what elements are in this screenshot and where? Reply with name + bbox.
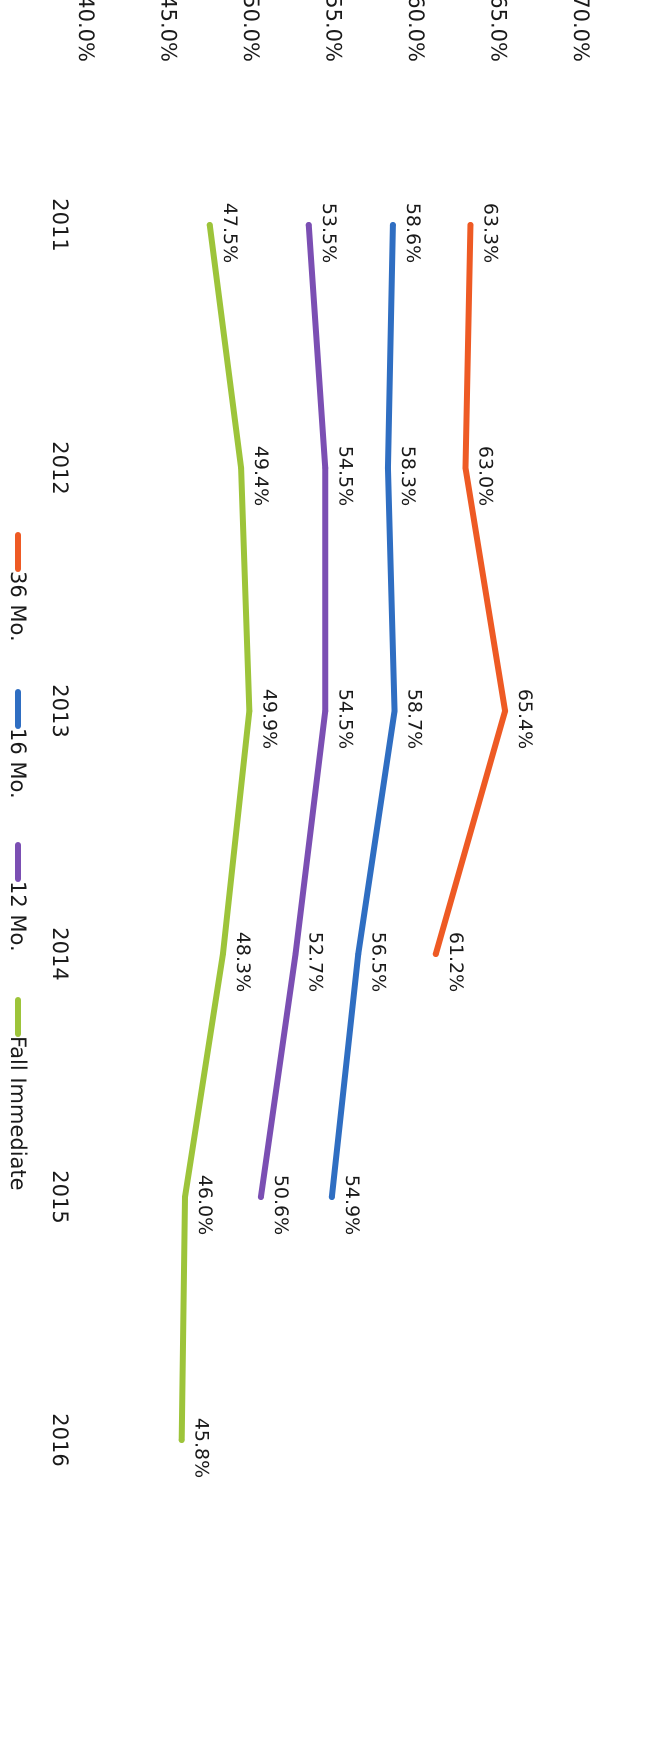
x-tick-label: 2011 [48,198,72,251]
data-label: 48.3% [232,932,254,992]
data-point [238,465,245,471]
data-label: 54.5% [334,446,356,506]
legend-item: 12 Mo. [6,842,30,952]
x-tick-label: 2013 [48,684,72,737]
y-tick-label: 65.0% [487,0,511,62]
data-label: 49.4% [250,446,272,506]
data-point [502,708,509,714]
x-tick-label: 2012 [48,441,72,494]
data-point [322,708,329,714]
y-tick-label: 70.0% [569,0,593,62]
data-point [178,1437,185,1443]
x-tick-label: 2014 [48,927,72,980]
data-point [182,1194,188,1200]
data-label: 45.8% [191,1418,213,1478]
data-point [384,465,391,471]
x-axis-ticks: 2011 2012 2013 2014 2015 2016 [48,198,72,1466]
data-point [467,222,474,228]
legend-label: Fall Immediate [6,1036,30,1191]
y-tick-label: 45.0% [157,0,181,62]
data-label: 65.4% [514,689,536,749]
data-point [219,951,226,957]
data-point [292,951,299,957]
data-point [305,222,312,228]
legend-label: 12 Mo. [6,881,30,952]
y-axis-ticks: 40.0% 45.0% 50.0% 55.0% 60.0% 65.0% 70.0% [74,0,593,62]
series-lines [178,222,509,1443]
data-labels: 63.3% 63.0% 65.4% 61.2% 58.6% 58.3% 58.7% 56.5%… [191,203,536,1478]
data-point [355,951,362,957]
x-tick-label: 2015 [48,1170,72,1223]
data-label: 58.3% [397,446,419,506]
legend: 36 Mo. 16 Mo. 12 Mo. Fall Immediate [6,532,30,1191]
data-label: 58.6% [402,203,424,263]
data-label: 54.5% [334,689,356,749]
data-point [432,951,439,957]
data-point [322,465,329,471]
data-point [257,1194,264,1200]
data-label: 49.9% [258,689,280,749]
series-line [432,222,509,957]
data-point [391,708,398,714]
data-label: 53.5% [318,203,340,263]
data-label: 50.6% [270,1175,292,1235]
legend-item: Fall Immediate [6,997,30,1191]
y-tick-label: 50.0% [239,0,263,62]
data-label: 47.5% [219,203,241,263]
x-tick-label: 2016 [48,1413,72,1466]
data-label: 56.5% [367,932,389,992]
data-label: 52.7% [305,932,327,992]
chart-rotated-group: 40.0% 45.0% 50.0% 55.0% 60.0% 65.0% 70.0% 2011… [6,0,593,1478]
data-label: 63.0% [475,446,497,506]
legend-item: 36 Mo. [6,532,30,642]
legend-item: 16 Mo. [6,689,30,799]
legend-label: 36 Mo. [6,571,30,642]
data-point [206,222,213,228]
y-tick-label: 55.0% [322,0,346,62]
data-label: 46.0% [194,1175,216,1235]
series-line [178,222,253,1443]
y-tick-label: 60.0% [404,0,428,62]
data-point [246,708,253,714]
data-point [389,222,396,228]
data-label: 54.9% [341,1175,363,1235]
data-label: 58.7% [404,689,426,749]
data-label: 61.2% [445,932,467,992]
data-point [462,465,469,471]
legend-label: 16 Mo. [6,728,30,799]
data-label: 63.3% [479,203,501,263]
data-point [328,1194,335,1200]
y-tick-label: 40.0% [74,0,98,62]
